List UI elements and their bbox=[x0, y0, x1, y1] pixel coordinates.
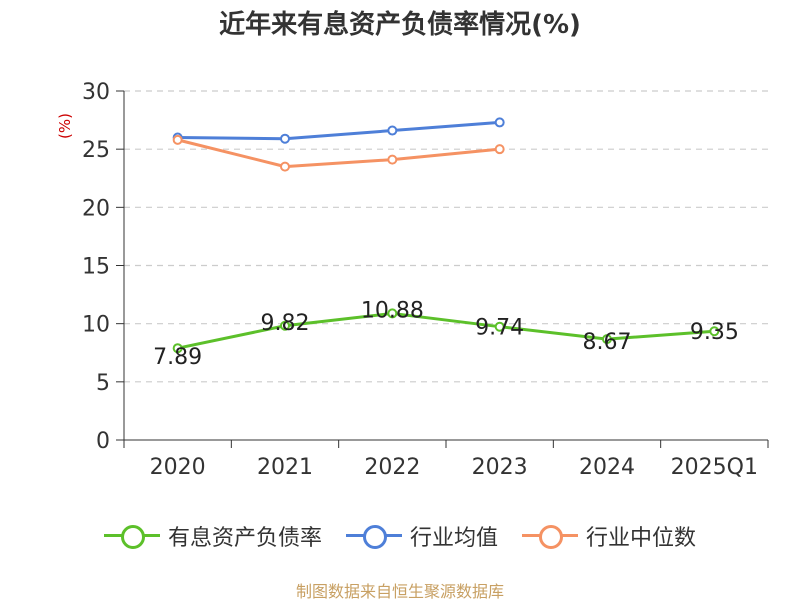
x-tick-label: 2020 bbox=[150, 455, 206, 480]
data-label: 7.89 bbox=[153, 345, 202, 370]
data-label: 9.82 bbox=[261, 311, 310, 336]
data-point bbox=[280, 161, 290, 172]
data-point bbox=[172, 134, 183, 145]
y-tick-label: 15 bbox=[82, 255, 110, 280]
y-tick-label: 10 bbox=[82, 313, 110, 338]
legend-marker-ratio bbox=[103, 522, 160, 550]
data-label: 8.67 bbox=[583, 330, 632, 355]
legend-item-industry-mean[interactable]: 行业均值 bbox=[345, 520, 498, 552]
data-point bbox=[280, 133, 290, 144]
data-point bbox=[387, 125, 398, 136]
legend-item-ratio[interactable]: 有息资产负债率 bbox=[103, 520, 322, 552]
series-line bbox=[177, 138, 500, 169]
y-axis-label: (%) bbox=[56, 113, 74, 139]
x-tick-label: 2021 bbox=[257, 455, 313, 480]
data-point bbox=[387, 308, 398, 319]
x-tick-label: 2024 bbox=[579, 455, 635, 480]
legend-label-ratio: 有息资产负债率 bbox=[167, 526, 322, 551]
legend-label-industry-mean: 行业均值 bbox=[409, 526, 498, 551]
y-tick-label: 5 bbox=[96, 371, 110, 396]
data-label: 9.74 bbox=[475, 316, 524, 341]
legend-marker-industry-mean bbox=[345, 522, 402, 550]
data-point bbox=[494, 117, 505, 128]
series-line bbox=[177, 311, 715, 350]
y-tick-label: 0 bbox=[96, 429, 110, 454]
legend-item-industry-median[interactable]: 行业中位数 bbox=[522, 520, 696, 552]
y-tick-label: 20 bbox=[82, 196, 110, 221]
data-source-note: 制图数据来自恒生聚源数据库 bbox=[295, 582, 504, 601]
data-point bbox=[172, 343, 183, 354]
data-point bbox=[494, 321, 505, 332]
chart-title: 近年来有息资产负债率情况(%) bbox=[219, 10, 581, 40]
legend: 有息资产负债率 行业均值 行业中位数 bbox=[0, 520, 800, 552]
data-point bbox=[280, 320, 290, 331]
y-tick-label: 25 bbox=[82, 138, 110, 163]
data-label: 9.35 bbox=[690, 320, 739, 345]
data-point bbox=[387, 154, 398, 165]
y-tick-label: 30 bbox=[82, 80, 110, 105]
x-tick-label: 2025Q1 bbox=[671, 455, 758, 480]
series-line bbox=[177, 120, 500, 141]
legend-marker-industry-median bbox=[522, 522, 578, 550]
legend-label-industry-median: 行业中位数 bbox=[586, 526, 697, 551]
x-tick-label: 2022 bbox=[364, 455, 420, 480]
data-point bbox=[602, 334, 612, 345]
data-point bbox=[709, 326, 720, 337]
data-label: 10.88 bbox=[361, 298, 424, 323]
data-point bbox=[494, 144, 505, 155]
x-tick-label: 2023 bbox=[472, 455, 528, 480]
